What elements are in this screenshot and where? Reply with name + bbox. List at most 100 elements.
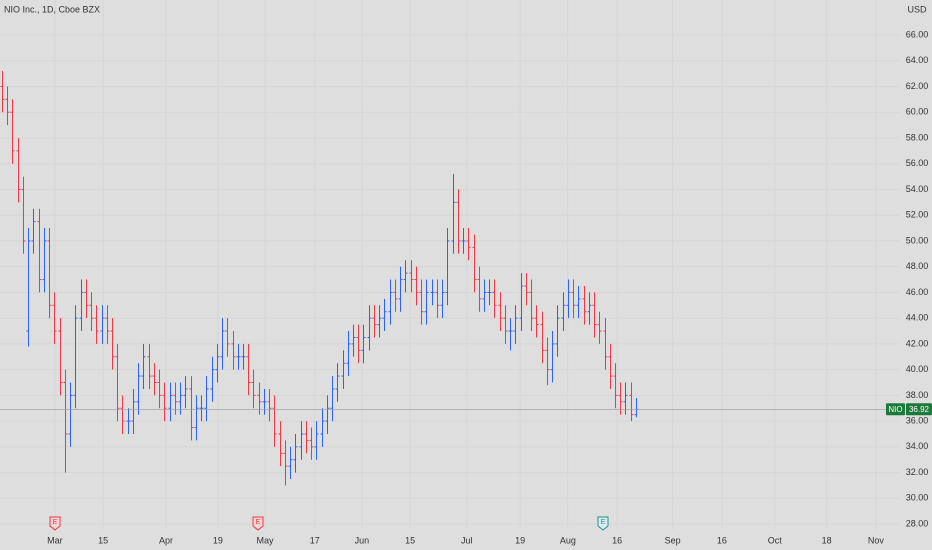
ohlc-bar <box>513 305 518 344</box>
y-tick-label: 62.00 <box>906 81 929 91</box>
ohlc-bar <box>430 279 435 306</box>
symbol-label: NIO <box>888 405 902 414</box>
y-tick-label: 44.00 <box>906 313 929 323</box>
ohlc-bar <box>94 305 99 344</box>
ohlc-bar <box>403 260 408 293</box>
ohlc-bar <box>461 228 466 254</box>
ohlc-bar <box>199 395 204 422</box>
ohlc-bar <box>492 279 497 319</box>
ohlc-bar <box>63 369 68 473</box>
earnings-marker[interactable]: E <box>49 516 61 531</box>
ohlc-bar <box>231 331 236 370</box>
ohlc-bar <box>283 440 288 486</box>
ohlc-bar <box>456 189 461 254</box>
ohlc-bar <box>0 71 5 113</box>
ohlc-bar <box>147 343 152 389</box>
y-tick-label: 64.00 <box>906 55 929 65</box>
ohlc-bar <box>550 331 555 383</box>
ohlc-bar <box>131 388 136 434</box>
y-tick-label: 38.00 <box>906 390 929 400</box>
ohlc-bar <box>272 395 277 447</box>
ohlc-bar <box>73 305 78 409</box>
x-tick-label: Jun <box>355 535 370 545</box>
event-label: E <box>53 519 58 526</box>
ohlc-bar <box>445 228 450 306</box>
ohlc-bar <box>508 318 513 351</box>
y-tick-label: 52.00 <box>906 210 929 220</box>
ohlc-bar <box>31 208 36 254</box>
ohlc-bar <box>382 298 387 332</box>
y-tick-label: 54.00 <box>906 184 929 194</box>
x-tick-label: Jul <box>461 535 473 545</box>
ohlc-bar <box>10 99 15 164</box>
ohlc-bar <box>16 137 21 203</box>
ohlc-bar <box>545 337 550 386</box>
ohlc-bar <box>597 311 602 344</box>
x-tick-label: 18 <box>822 535 832 545</box>
earnings-marker[interactable]: E <box>252 516 264 531</box>
ohlc-bar <box>482 279 487 312</box>
ohlc-bar <box>566 279 571 319</box>
ohlc-bar <box>105 305 110 344</box>
ohlc-bar <box>398 266 403 312</box>
ohlc-bar <box>451 174 456 254</box>
y-tick-label: 34.00 <box>906 441 929 451</box>
x-tick-label: Apr <box>159 535 173 545</box>
last-price-tag <box>906 403 932 416</box>
x-tick-label: 15 <box>405 535 415 545</box>
y-tick-label: 32.00 <box>906 467 929 477</box>
ohlc-bar <box>367 305 372 351</box>
ohlc-bar <box>472 234 477 293</box>
ohlc-bar <box>314 421 319 460</box>
ohlc-bar <box>236 343 241 370</box>
ohlc-bar <box>388 279 393 325</box>
ohlc-bar <box>52 292 57 344</box>
ohlc-bar <box>100 305 105 344</box>
ohlc-bar <box>540 311 545 364</box>
ohlc-bar <box>246 343 251 396</box>
ohlc-bar <box>477 266 482 312</box>
ohlc-bar <box>68 382 73 447</box>
x-tick-label: 19 <box>515 535 525 545</box>
ohlc-bar <box>335 363 340 402</box>
ohlc-bar <box>613 363 618 409</box>
ohlc-bar <box>529 279 534 332</box>
last-price-label: 36.92 <box>909 405 930 414</box>
ohlc-bar <box>189 376 194 441</box>
ohlc-bar <box>299 421 304 460</box>
ohlc-bar <box>419 279 424 325</box>
ohlc-bar <box>377 305 382 338</box>
earnings-marker[interactable]: E <box>597 516 609 531</box>
y-tick-label: 42.00 <box>906 338 929 348</box>
ohlc-bar <box>519 273 524 332</box>
x-tick-label: 15 <box>98 535 108 545</box>
event-label: E <box>601 519 606 526</box>
ohlc-bar <box>592 292 597 338</box>
ohlc-bar <box>304 421 309 454</box>
ohlc-bar <box>356 324 361 364</box>
ohlc-bar <box>498 292 503 332</box>
y-tick-label: 60.00 <box>906 107 929 117</box>
ohlc-bar <box>157 369 162 409</box>
ohlc-bar <box>341 350 346 389</box>
ohlc-bar <box>168 382 173 422</box>
ohlc-bar <box>278 421 283 467</box>
ohlc-bar <box>215 343 220 383</box>
ohlc-bar <box>561 292 566 332</box>
ohlc-bar <box>571 279 576 319</box>
event-icon <box>49 516 61 531</box>
ohlc-bar <box>393 279 398 312</box>
ohlc-bar <box>487 279 492 306</box>
ohlc-bar <box>47 228 52 319</box>
y-tick-label: 28.00 <box>906 518 929 528</box>
y-tick-label: 46.00 <box>906 287 929 297</box>
ohlc-bar <box>351 324 356 357</box>
x-tick-label: 16 <box>612 535 622 545</box>
ohlc-bar <box>194 395 199 441</box>
ohlc-bar <box>524 273 529 306</box>
currency-label: USD <box>907 4 927 14</box>
event-icon <box>597 516 609 531</box>
event-icon <box>252 516 264 531</box>
